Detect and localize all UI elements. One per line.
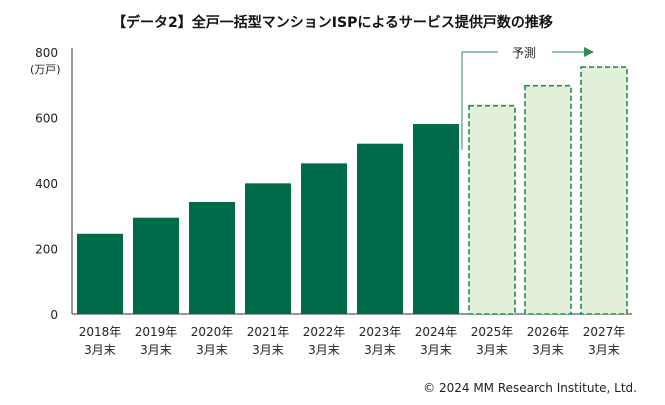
y-tick-label: 600	[35, 112, 58, 126]
bar-actual	[133, 217, 179, 314]
x-tick-label: 3月末	[532, 343, 564, 357]
x-tick-label: 2025年	[471, 325, 514, 339]
x-tick-label: 2018年	[79, 325, 122, 339]
x-tick-label: 3月末	[252, 343, 284, 357]
x-tick-label: 3月末	[196, 343, 228, 357]
x-tick-label: 3月末	[588, 343, 620, 357]
x-tick-label: 2023年	[359, 325, 402, 339]
y-axis-label: (万戸)	[30, 63, 61, 76]
y-tick-label: 0	[50, 308, 58, 322]
forecast-annotation: 予測	[461, 46, 594, 150]
x-tick-label: 2026年	[527, 325, 570, 339]
bar-forecast	[468, 104, 516, 315]
bar-actual	[77, 233, 123, 314]
bar-forecast	[524, 84, 572, 315]
x-tick-label: 3月末	[476, 343, 508, 357]
x-tick-label: 3月末	[364, 343, 396, 357]
chart-title: 【データ2】全戸一括型マンションISPによるサービス提供戸数の推移	[112, 15, 553, 31]
x-tick-label: 3月末	[420, 343, 452, 357]
forecast-label: 予測	[512, 46, 536, 60]
x-tick-label: 3月末	[308, 343, 340, 357]
bar-forecast	[580, 66, 628, 315]
y-tick-label: 200	[35, 243, 58, 257]
x-tick-label: 3月末	[84, 343, 116, 357]
x-tick-label: 2021年	[247, 325, 290, 339]
forecast-arrow-head-icon	[584, 47, 594, 57]
x-tick-label: 2020年	[191, 325, 234, 339]
x-tick-label: 2019年	[135, 325, 178, 339]
bar-actual	[357, 143, 403, 314]
bar-actual	[413, 124, 459, 314]
y-tick-label: 800	[35, 46, 58, 60]
x-tick-label: 2027年	[583, 325, 626, 339]
bar-actual	[189, 201, 235, 314]
x-tick-label: 2024年	[415, 325, 458, 339]
x-tick-label: 3月末	[140, 343, 172, 357]
x-axis-labels: 2018年 3月末 2019年 3月末 2020年 3月末 2021年 3月末 2022年 3月末…	[79, 325, 626, 357]
x-tick-label: 2022年	[303, 325, 346, 339]
copyright-notice: © 2024 MM Research Institute, Ltd.	[423, 381, 637, 395]
bar-actual	[245, 183, 291, 314]
y-axis: 0 200 400 600 800 (万戸)	[30, 46, 632, 322]
bars	[77, 66, 628, 315]
y-tick-label: 400	[35, 177, 58, 191]
bar-actual	[301, 163, 347, 314]
